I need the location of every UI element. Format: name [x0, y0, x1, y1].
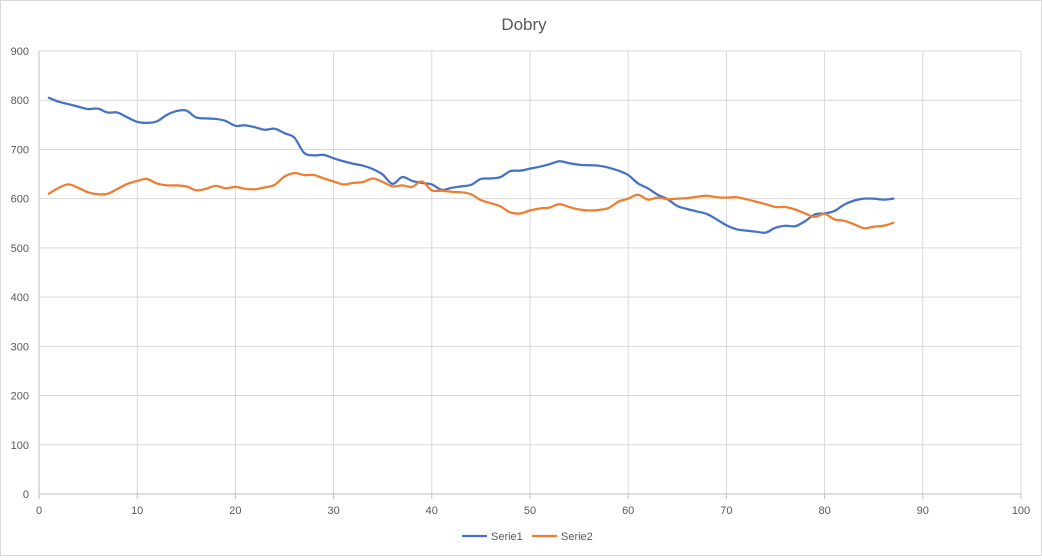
y-tick-label: 300 [11, 341, 29, 353]
x-tick-label: 90 [917, 505, 929, 517]
x-tick-label: 30 [327, 505, 339, 517]
legend: Serie1 Serie2 [462, 531, 593, 543]
y-tick-label: 700 [11, 144, 29, 156]
series-line-serie1 [47, 96, 895, 234]
y-tick-label: 900 [11, 46, 29, 58]
y-tick-label: 400 [11, 292, 29, 304]
y-tick-label: 100 [11, 440, 29, 452]
x-tick-label: 0 [36, 505, 42, 517]
x-tick-label: 80 [818, 505, 830, 517]
gridlines [39, 50, 1022, 494]
y-tick-label: 800 [11, 95, 29, 107]
series-lines [47, 96, 895, 234]
x-tick-label: 50 [524, 505, 536, 517]
y-tick-label: 0 [23, 489, 29, 501]
chart-title: Dobry [501, 15, 547, 34]
axes: 0 10 20 30 40 50 60 70 80 90 100 0 100 200 300 400 500 60… [11, 46, 1031, 517]
x-tick-label: 70 [720, 505, 732, 517]
legend-label-serie1: Serie1 [491, 531, 523, 543]
series-line-serie2 [47, 171, 895, 230]
y-tick-label: 500 [11, 243, 29, 255]
legend-label-serie2: Serie2 [561, 531, 593, 543]
x-tick-label: 100 [1012, 505, 1030, 517]
x-tick-label: 60 [622, 505, 634, 517]
x-tick-label: 10 [131, 505, 143, 517]
x-tick-label: 20 [229, 505, 241, 517]
x-tick-label: 40 [426, 505, 438, 517]
y-tick-label: 200 [11, 391, 29, 403]
y-tick-label: 600 [11, 194, 29, 206]
